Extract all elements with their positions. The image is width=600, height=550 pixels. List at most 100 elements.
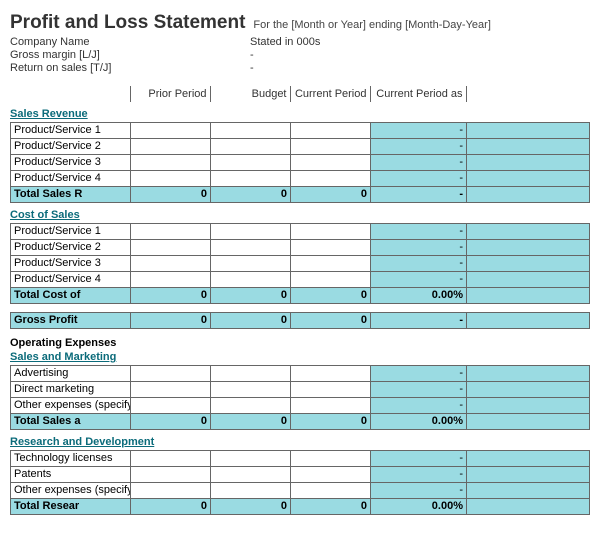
row-label: Product/Service 3 xyxy=(11,256,131,272)
row-label: Patents xyxy=(11,467,131,483)
cell[interactable] xyxy=(131,467,211,483)
cell[interactable] xyxy=(211,139,291,155)
cell[interactable] xyxy=(131,240,211,256)
info-row: Return on sales [T/J] - xyxy=(10,62,590,74)
total-cell: 0 xyxy=(131,288,211,304)
sales-marketing-table: Advertising- Direct marketing- Other exp… xyxy=(10,365,590,430)
cell[interactable] xyxy=(291,366,371,382)
row-label: Product/Service 4 xyxy=(11,171,131,187)
cell xyxy=(467,366,590,382)
cell[interactable] xyxy=(131,139,211,155)
cell[interactable] xyxy=(131,382,211,398)
cell xyxy=(467,398,590,414)
col-header: Current Period xyxy=(290,86,370,102)
total-label: Total Cost of xyxy=(11,288,131,304)
sales-revenue-table: Product/Service 1- Product/Service 2- Pr… xyxy=(10,122,590,203)
cell xyxy=(467,288,590,304)
cell[interactable] xyxy=(291,382,371,398)
cell[interactable] xyxy=(291,256,371,272)
cell[interactable] xyxy=(211,272,291,288)
cell[interactable] xyxy=(291,139,371,155)
row-label: Advertising xyxy=(11,366,131,382)
pct-cell: - xyxy=(371,467,467,483)
gross-profit-label: Gross Profit xyxy=(11,313,131,329)
cell[interactable] xyxy=(211,382,291,398)
row-label: Product/Service 1 xyxy=(11,123,131,139)
pct-cell: - xyxy=(371,224,467,240)
cell[interactable] xyxy=(211,483,291,499)
info-label: Gross margin [L/J] xyxy=(10,49,250,61)
cell[interactable] xyxy=(211,467,291,483)
cell[interactable] xyxy=(291,171,371,187)
total-pct: 0.00% xyxy=(371,499,467,515)
gross-profit-pct: - xyxy=(371,313,467,329)
cell[interactable] xyxy=(291,240,371,256)
total-label: Total Resear xyxy=(11,499,131,515)
row-label: Product/Service 2 xyxy=(11,139,131,155)
pct-cell: - xyxy=(371,398,467,414)
cell[interactable] xyxy=(291,123,371,139)
col-spacer xyxy=(10,86,130,102)
col-spacer xyxy=(466,86,590,102)
cell xyxy=(467,467,590,483)
cell[interactable] xyxy=(131,155,211,171)
total-label: Total Sales R xyxy=(11,187,131,203)
cell[interactable] xyxy=(211,256,291,272)
cell[interactable] xyxy=(291,272,371,288)
pct-cell: - xyxy=(371,382,467,398)
cell xyxy=(467,240,590,256)
cell xyxy=(467,414,590,430)
total-cell: 0 xyxy=(211,288,291,304)
cell[interactable] xyxy=(131,256,211,272)
total-cell: 0 xyxy=(211,414,291,430)
total-cell: 0 xyxy=(211,187,291,203)
total-cell: 0 xyxy=(291,288,371,304)
cell xyxy=(467,224,590,240)
cell[interactable] xyxy=(291,155,371,171)
cell[interactable] xyxy=(211,224,291,240)
cell[interactable] xyxy=(211,155,291,171)
row-label: Product/Service 3 xyxy=(11,155,131,171)
cell[interactable] xyxy=(211,398,291,414)
cell[interactable] xyxy=(291,224,371,240)
page-title: Profit and Loss Statement xyxy=(10,12,245,34)
cell[interactable] xyxy=(131,123,211,139)
cell[interactable] xyxy=(131,224,211,240)
cell[interactable] xyxy=(291,483,371,499)
cell[interactable] xyxy=(291,398,371,414)
cell[interactable] xyxy=(211,366,291,382)
cell[interactable] xyxy=(131,483,211,499)
cell[interactable] xyxy=(291,467,371,483)
cell xyxy=(467,139,590,155)
total-pct: 0.00% xyxy=(371,414,467,430)
pct-cell: - xyxy=(371,366,467,382)
total-cell: 0 xyxy=(131,499,211,515)
total-cell: 0 xyxy=(291,499,371,515)
cell[interactable] xyxy=(211,451,291,467)
operating-expenses-title: Operating Expenses xyxy=(10,337,590,349)
cell xyxy=(467,187,590,203)
info-value: - xyxy=(250,49,254,61)
column-header-table: Prior Period Budget Current Period Curre… xyxy=(10,86,590,102)
cell[interactable] xyxy=(211,171,291,187)
col-header: Current Period as xyxy=(370,86,466,102)
cell[interactable] xyxy=(131,451,211,467)
gross-profit-cell: 0 xyxy=(211,313,291,329)
info-value: - xyxy=(250,62,254,74)
pct-cell: - xyxy=(371,451,467,467)
col-header: Prior Period xyxy=(130,86,210,102)
row-label: Technology licenses xyxy=(11,451,131,467)
cell xyxy=(467,451,590,467)
section-title-rnd: Research and Development xyxy=(10,436,590,448)
cell[interactable] xyxy=(131,398,211,414)
cell[interactable] xyxy=(131,171,211,187)
cell[interactable] xyxy=(131,272,211,288)
info-label: Company Name xyxy=(10,36,250,48)
cell[interactable] xyxy=(211,123,291,139)
pct-cell: - xyxy=(371,123,467,139)
total-label: Total Sales a xyxy=(11,414,131,430)
page-subtitle: For the [Month or Year] ending [Month-Da… xyxy=(253,19,490,31)
cell[interactable] xyxy=(291,451,371,467)
cell[interactable] xyxy=(131,366,211,382)
cell[interactable] xyxy=(211,240,291,256)
